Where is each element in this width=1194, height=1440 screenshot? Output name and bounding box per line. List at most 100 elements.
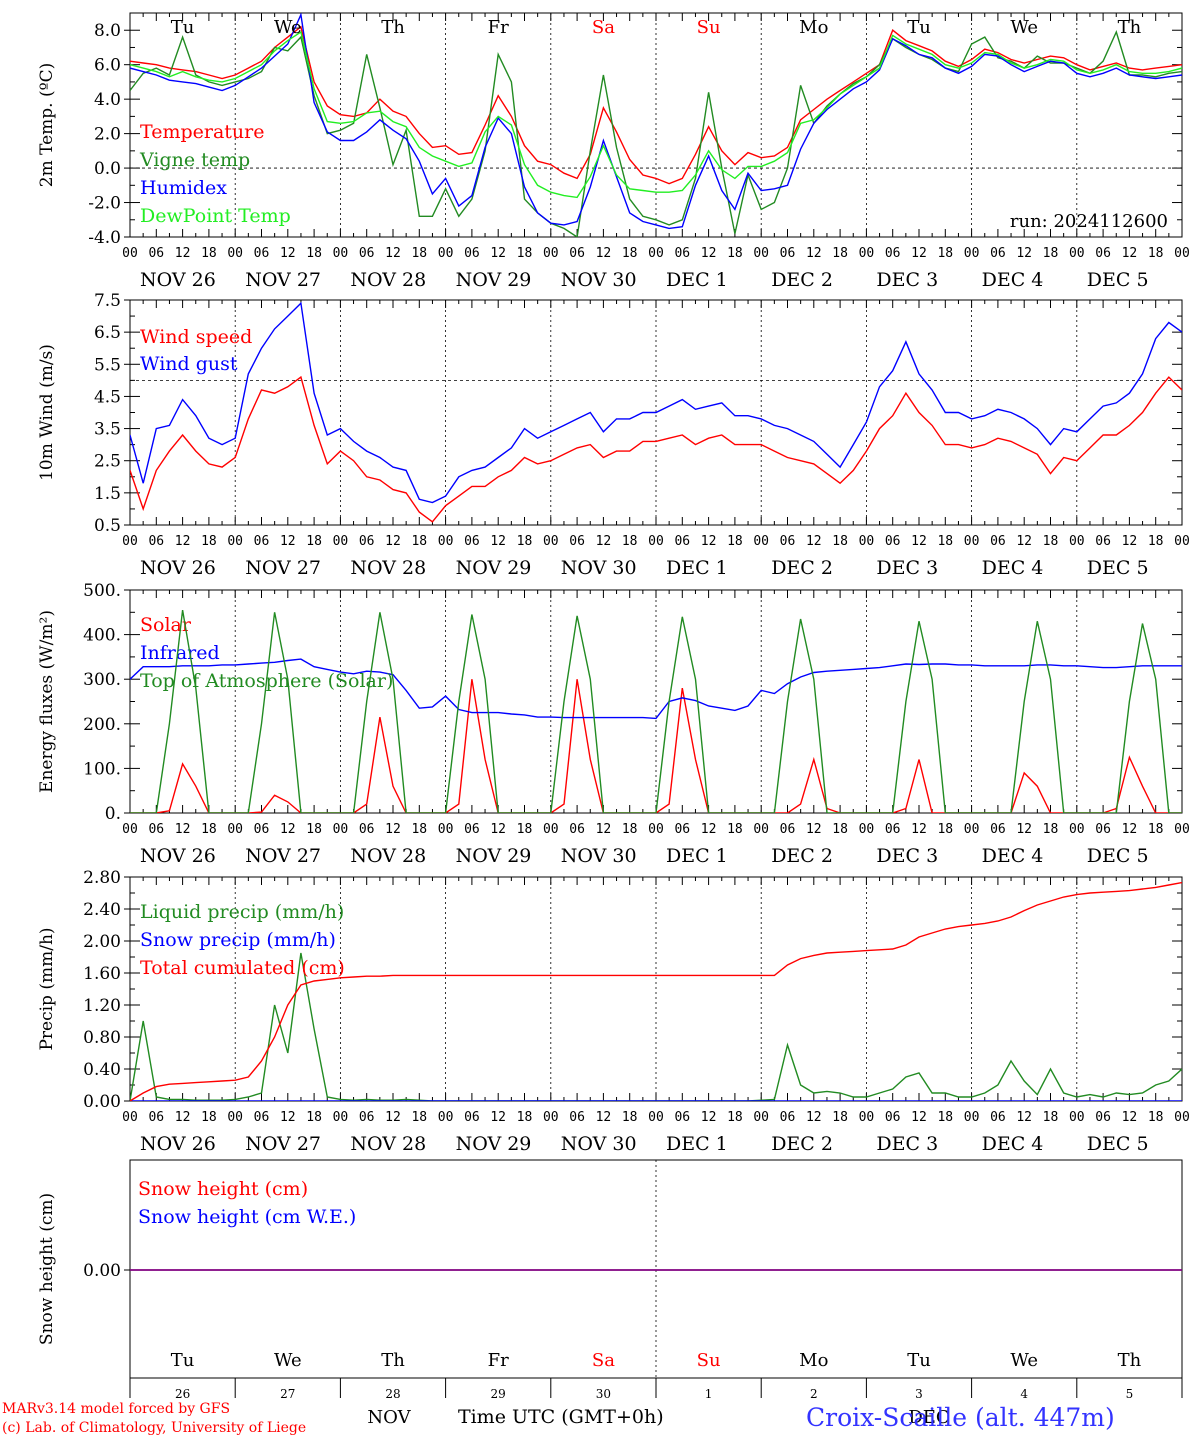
- hour-label: 12: [1016, 822, 1032, 837]
- bottom-day-number: 27: [280, 1387, 295, 1401]
- hour-label: 12: [701, 822, 717, 837]
- hour-label: 18: [1043, 1110, 1059, 1125]
- hour-label: 06: [990, 1110, 1006, 1125]
- date-label: NOV 27: [245, 845, 321, 867]
- day-name-top: Th: [1118, 17, 1142, 38]
- date-label: NOV 26: [140, 269, 216, 291]
- hour-label: 00: [753, 822, 769, 837]
- date-label: DEC 2: [771, 845, 833, 867]
- hour-label: 12: [1016, 246, 1032, 261]
- bottom-day-number: 26: [175, 1387, 190, 1401]
- date-label: DEC 1: [666, 845, 728, 867]
- hour-label: 06: [569, 1110, 585, 1125]
- bottom-day-number: 3: [915, 1387, 923, 1401]
- legend-entry: Vigne temp: [139, 149, 250, 171]
- date-label: DEC 5: [1087, 557, 1149, 579]
- hour-label: 18: [727, 822, 743, 837]
- hour-label: 00: [227, 534, 243, 549]
- hour-label: 06: [885, 1110, 901, 1125]
- bottom-day-number: 1: [705, 1387, 713, 1401]
- panel-snow: 0.00 Snow height (cm) Snow height (cm) Snow…: [37, 1159, 1183, 1398]
- hour-label: 18: [622, 246, 638, 261]
- hour-label: 12: [280, 534, 296, 549]
- y-tick-label: 8.0: [94, 21, 121, 41]
- y-tick-label: 0.40: [83, 1060, 121, 1080]
- hour-label: 12: [806, 246, 822, 261]
- hour-label: 00: [753, 1110, 769, 1125]
- hour-label: 12: [701, 1110, 717, 1125]
- hour-label: 06: [780, 1110, 796, 1125]
- hour-label: 00: [648, 246, 664, 261]
- hour-label: 18: [727, 534, 743, 549]
- y-tick-label: 4.0: [94, 90, 121, 110]
- y-tick-label: 1.60: [83, 964, 121, 984]
- hour-label: 06: [148, 246, 164, 261]
- y-tick-label: 4.5: [94, 387, 121, 407]
- hour-label: 12: [701, 246, 717, 261]
- hour-label: 12: [490, 534, 506, 549]
- hour-label: 12: [175, 534, 191, 549]
- hour-label: 06: [1095, 1110, 1111, 1125]
- y-tick-label: 2.0: [94, 125, 121, 145]
- hour-label: 12: [385, 1110, 401, 1125]
- date-label: NOV 27: [245, 1133, 321, 1155]
- y-tick-label: 0.00: [83, 1092, 121, 1112]
- hour-label: 12: [1016, 534, 1032, 549]
- day-name-top: We: [1010, 17, 1038, 38]
- hour-label: 00: [859, 534, 875, 549]
- hour-label: 18: [517, 1110, 533, 1125]
- hour-label: 12: [175, 822, 191, 837]
- y-tick-label: 0.5: [94, 516, 121, 536]
- day-name-bottom: Su: [697, 1350, 721, 1371]
- hour-label: 00: [438, 246, 454, 261]
- date-label: NOV 30: [561, 1133, 637, 1155]
- series-line-wind-gust: [130, 301, 1182, 504]
- day-name-top: Fr: [488, 17, 509, 38]
- x-axis-label: Time UTC (GMT+0h): [458, 1406, 664, 1428]
- hour-label: 12: [1122, 246, 1138, 261]
- hour-label: 18: [727, 246, 743, 261]
- hour-label: 00: [1069, 246, 1085, 261]
- bottom-day-number: 5: [1126, 1387, 1134, 1401]
- hour-label: 06: [674, 1110, 690, 1125]
- y-axis-label: 2m Temp. (ºC): [37, 63, 57, 188]
- legend-entry: Snow height (cm W.E.): [138, 1206, 356, 1228]
- legend-entry: Snow height (cm): [138, 1178, 308, 1200]
- hour-label: 00: [333, 534, 349, 549]
- hour-label: 00: [333, 822, 349, 837]
- date-label: DEC 4: [982, 845, 1044, 867]
- run-annotation: run: 2024112600: [1010, 211, 1168, 232]
- bottom-month-dec: DEC: [908, 1407, 949, 1428]
- day-name-bottom: Mo: [799, 1350, 828, 1371]
- hour-label: 18: [937, 1110, 953, 1125]
- date-label: NOV 29: [456, 557, 532, 579]
- y-tick-label: 3.5: [94, 420, 121, 440]
- hour-label: 06: [674, 534, 690, 549]
- y-tick-label: 400.: [83, 626, 121, 646]
- y-tick-label: 0.80: [83, 1028, 121, 1048]
- hour-label: 00: [1174, 246, 1190, 261]
- series-line-total-cumulated-cm-: [130, 881, 1182, 1101]
- hour-label: 12: [175, 246, 191, 261]
- hour-label: 00: [859, 246, 875, 261]
- y-axis-label: Energy fluxes (W/m²): [37, 610, 57, 793]
- date-label: NOV 28: [350, 845, 426, 867]
- date-label: NOV 27: [245, 269, 321, 291]
- hour-label: 18: [832, 534, 848, 549]
- bottom-day-number: 2: [810, 1387, 818, 1401]
- hour-label: 18: [201, 1110, 217, 1125]
- hour-label: 00: [1174, 534, 1190, 549]
- day-name-top: Sa: [592, 17, 615, 38]
- y-tick-label: 0.0: [94, 159, 121, 179]
- day-name-bottom: Fr: [488, 1350, 509, 1371]
- y-tick-label: 200.: [83, 715, 121, 735]
- hour-label: 12: [806, 534, 822, 549]
- bottom-day-number: 4: [1020, 1387, 1028, 1401]
- lab-credit: (c) Lab. of Climatology, University of L…: [2, 1420, 307, 1436]
- date-label: NOV 28: [350, 269, 426, 291]
- hour-label: 06: [569, 534, 585, 549]
- date-label: DEC 3: [876, 269, 938, 291]
- hour-label: 12: [596, 534, 612, 549]
- hour-label: 00: [543, 822, 559, 837]
